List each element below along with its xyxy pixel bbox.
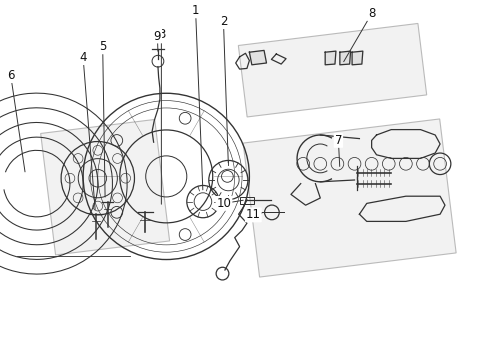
Polygon shape [339,51,350,65]
Text: 2: 2 [219,15,227,28]
Polygon shape [238,23,426,117]
Text: 7: 7 [334,134,342,147]
Text: 11: 11 [245,208,260,221]
Polygon shape [243,119,455,277]
Polygon shape [41,120,169,255]
Polygon shape [351,51,362,65]
Text: 8: 8 [367,7,375,20]
Text: 6: 6 [7,69,15,82]
Text: 9: 9 [153,30,161,42]
Text: 1: 1 [191,4,199,17]
Text: 5: 5 [99,40,106,53]
Text: 10: 10 [216,197,231,210]
Polygon shape [249,50,266,65]
Text: 3: 3 [157,28,165,41]
Text: 4: 4 [79,51,87,64]
Polygon shape [325,51,335,65]
